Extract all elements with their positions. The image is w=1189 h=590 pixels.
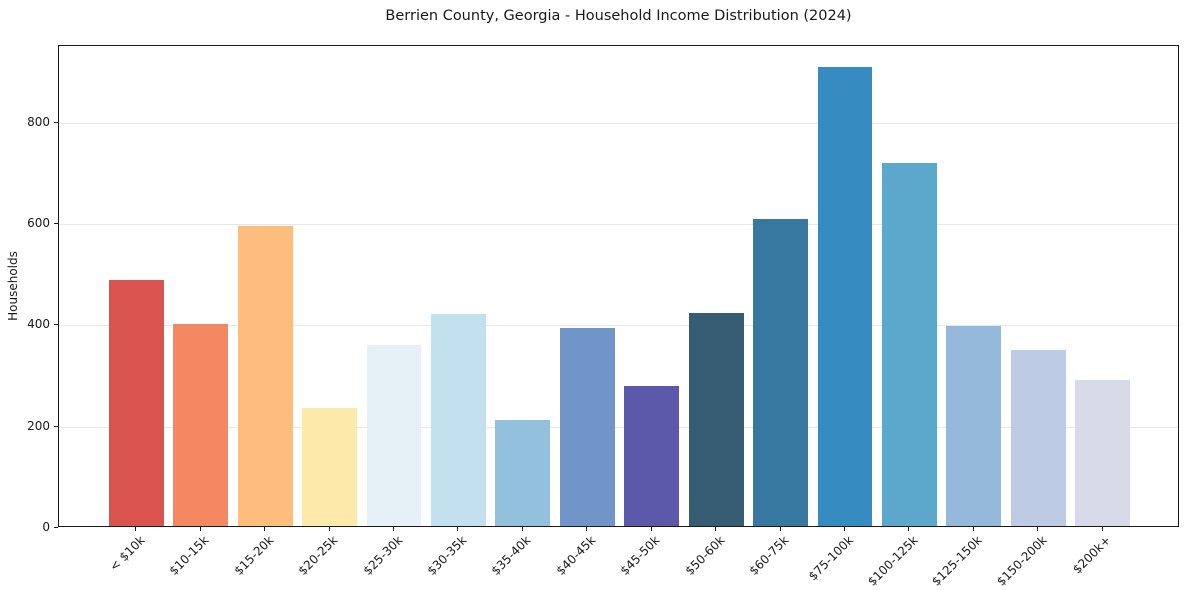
x-tick-mark (1101, 527, 1103, 531)
x-tick-label: < $10k (106, 533, 148, 574)
y-gridline (59, 426, 1178, 428)
bar-150-200k (1010, 349, 1066, 526)
bar-75-100k (817, 67, 873, 526)
x-tick-label: $125-150k (929, 533, 985, 589)
x-tick-mark (135, 527, 137, 531)
y-gridline (59, 224, 1178, 226)
x-tick-label: $15-20k (231, 533, 277, 578)
x-tick-mark (650, 527, 652, 531)
bar-10k (108, 280, 164, 526)
x-tick-label: $20-25k (295, 533, 341, 578)
x-tick-label: $75-100k (805, 533, 856, 584)
chart-title: Berrien County, Georgia - Household Inco… (385, 8, 852, 24)
x-tick-mark (908, 527, 910, 531)
x-tick-label: $25-30k (360, 533, 405, 578)
bar-20-25k (302, 407, 357, 526)
x-tick-mark (328, 527, 330, 531)
x-tick-mark (264, 527, 266, 531)
x-tick-label: $40-45k (553, 533, 599, 578)
x-tick-label: $35-40k (488, 533, 534, 578)
y-tick-label: 600 (27, 216, 50, 231)
x-tick-label: $30-35k (424, 533, 470, 578)
bar-45-50k (624, 385, 680, 526)
bar-100-125k (882, 162, 937, 526)
y-gridline (59, 325, 1178, 327)
x-tick-label: $200k+ (1070, 533, 1114, 577)
y-axis-label: Households (6, 251, 21, 321)
x-tick-label: $100-125k (864, 533, 921, 589)
bar-35-40k (495, 419, 551, 526)
x-tick-mark (715, 527, 717, 531)
plot-area (58, 45, 1179, 527)
y-tick-mark (54, 324, 58, 326)
y-tick-mark (54, 223, 58, 225)
x-tick-mark (843, 527, 845, 531)
x-tick-mark (1037, 527, 1039, 531)
bar-125-150k (946, 326, 1002, 526)
x-tick-mark (199, 527, 201, 531)
x-tick-label: $150-200k (993, 533, 1050, 589)
bar-60-75k (753, 219, 808, 526)
x-tick-label: $60-75k (746, 533, 792, 578)
x-tick-mark (521, 527, 523, 531)
y-tick-mark (54, 527, 58, 528)
y-tick-label: 400 (27, 317, 50, 332)
x-tick-mark (393, 527, 394, 531)
x-tick-label: $50-60k (682, 533, 728, 578)
x-tick-label: $45-50k (617, 533, 663, 578)
bar-50-60k (688, 313, 744, 526)
y-tick-label: 0 (42, 520, 50, 534)
bar-30-35k (431, 314, 486, 526)
x-tick-label: $10-15k (166, 533, 212, 578)
x-tick-mark (779, 527, 781, 531)
x-tick-mark (586, 527, 588, 531)
bar-200k (1075, 379, 1131, 526)
y-tick-label: 200 (27, 418, 50, 433)
y-gridline (59, 122, 1178, 124)
bar-10-15k (173, 324, 229, 526)
x-tick-mark (457, 527, 459, 531)
bar-15-20k (237, 226, 293, 526)
y-tick-mark (54, 121, 58, 123)
y-tick-mark (54, 425, 58, 427)
y-tick-label: 800 (27, 114, 50, 129)
bar-25-30k (366, 345, 422, 526)
x-tick-mark (972, 527, 974, 531)
bar-40-45k (559, 328, 615, 526)
